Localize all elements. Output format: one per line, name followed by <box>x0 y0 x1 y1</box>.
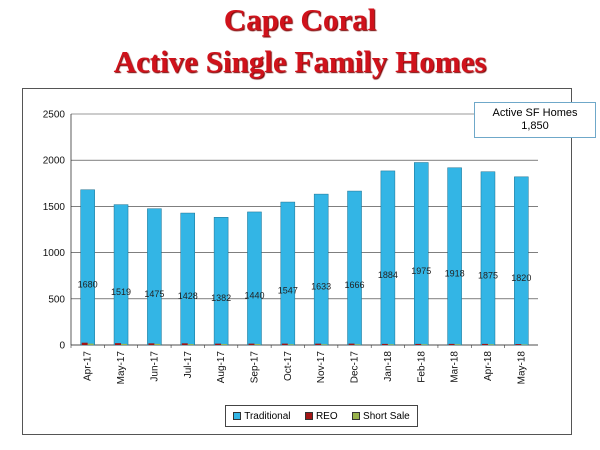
bar-traditional <box>113 204 129 346</box>
bar-reo <box>215 343 222 345</box>
bar-short-sale <box>254 344 261 345</box>
bar-reo <box>415 343 422 345</box>
legend-label-reo: REO <box>315 410 338 422</box>
x-tick-label: Dec-17 <box>350 351 361 384</box>
legend-item-traditional: Traditional <box>233 410 291 422</box>
bar-chart: 0 500 1000 1500 2000 2500 1680 Apr-17 1519 May-17… <box>43 110 538 385</box>
bar-traditional <box>80 189 95 346</box>
bar-short-sale <box>521 344 528 345</box>
data-label: 1519 <box>111 287 131 297</box>
x-tick-label: Jul-17 <box>183 351 194 379</box>
x-tick-label: Feb-18 <box>416 351 427 383</box>
x-tick-label: Jun-17 <box>149 351 160 382</box>
bar-reo <box>81 342 88 345</box>
x-tick-label: Sep-17 <box>249 351 260 384</box>
y-tick-label: 2500 <box>43 110 66 121</box>
bar-short-sale <box>221 344 228 345</box>
bar-short-sale <box>454 344 461 345</box>
bar-reo <box>115 343 122 345</box>
bar-traditional <box>380 170 396 346</box>
y-tick-label: 1500 <box>43 202 66 213</box>
callout-label: Active SF Homes <box>492 107 578 119</box>
bar-short-sale <box>421 344 428 345</box>
data-label: 1875 <box>478 270 498 280</box>
bar-reo <box>381 343 388 345</box>
bar-traditional <box>413 162 429 346</box>
bar-traditional <box>213 217 229 346</box>
bar-short-sale <box>154 343 161 345</box>
x-tick-label: Oct-17 <box>283 351 294 381</box>
legend-swatch-traditional <box>233 412 242 420</box>
bar-reo <box>481 343 488 345</box>
x-tick-label: Nov-17 <box>316 351 327 384</box>
data-label: 1884 <box>378 270 398 280</box>
data-label: 1680 <box>78 279 98 289</box>
data-label: 1633 <box>311 282 331 292</box>
bar-short-sale <box>354 344 361 345</box>
y-tick-label: 0 <box>59 341 65 352</box>
chart-frame: 0 500 1000 1500 2000 2500 1680 Apr-17 1519 May-17… <box>22 88 572 435</box>
data-label: 1440 <box>244 290 264 300</box>
legend-item-short-sale: Short Sale <box>352 411 410 422</box>
bar-reo <box>281 343 288 345</box>
bar-reo <box>148 343 155 345</box>
bar-reo <box>348 343 355 345</box>
legend-label-short-sale: Short Sale <box>363 410 410 422</box>
x-tick-label: Jan-18 <box>383 351 394 382</box>
y-tick-label: 1000 <box>43 248 66 259</box>
x-tick-label: May-17 <box>116 351 127 385</box>
data-label: 1428 <box>178 291 198 301</box>
bar-reo <box>181 343 188 345</box>
chart-legend: Traditional REO Short Sale <box>225 405 418 427</box>
chart-title-line2: Active Single Family Homes <box>113 44 487 79</box>
x-tick-label: Apr-18 <box>483 351 494 381</box>
legend-label-traditional: Traditional <box>244 410 291 422</box>
callout-value: 1,850 <box>521 120 549 132</box>
y-tick-label: 500 <box>48 294 65 305</box>
data-label: 1820 <box>511 273 531 283</box>
x-tick-label: May-18 <box>516 351 527 385</box>
bar-traditional <box>480 171 496 346</box>
bar-traditional <box>147 208 162 346</box>
bar-short-sale <box>87 343 94 345</box>
bar-short-sale <box>321 344 328 345</box>
data-label: 1547 <box>278 286 298 296</box>
y-tick-label: 2000 <box>43 156 66 167</box>
bar-traditional <box>347 190 362 346</box>
bar-traditional <box>447 167 462 346</box>
x-tick-label: Apr-17 <box>83 351 94 381</box>
bar-short-sale <box>487 344 494 345</box>
bar-short-sale <box>187 344 194 345</box>
legend-swatch-reo <box>304 412 313 420</box>
bar-traditional <box>514 176 529 346</box>
bar-traditional <box>313 193 329 346</box>
data-label: 1475 <box>144 289 164 299</box>
bar-reo <box>248 343 255 345</box>
bar-short-sale <box>121 343 128 345</box>
bar-traditional <box>247 211 262 346</box>
x-tick-label: Mar-18 <box>450 351 461 383</box>
data-label: 1382 <box>211 293 231 303</box>
legend-swatch-short-sale <box>352 412 361 420</box>
data-label: 1666 <box>345 280 365 290</box>
active-homes-callout: Active SF Homes 1,850 <box>474 102 596 138</box>
bar-traditional <box>180 212 196 346</box>
data-label: 1918 <box>445 268 465 278</box>
bar-short-sale <box>287 344 294 345</box>
bar-reo <box>515 344 522 345</box>
legend-item-reo: REO <box>304 410 338 422</box>
x-tick-label: Aug-17 <box>216 351 227 384</box>
bar-traditional <box>280 201 296 346</box>
data-label: 1975 <box>411 266 431 276</box>
bar-short-sale <box>387 344 394 345</box>
chart-title-line1: Cape Coral <box>223 2 377 37</box>
bar-reo <box>315 343 322 345</box>
bar-reo <box>448 343 455 345</box>
